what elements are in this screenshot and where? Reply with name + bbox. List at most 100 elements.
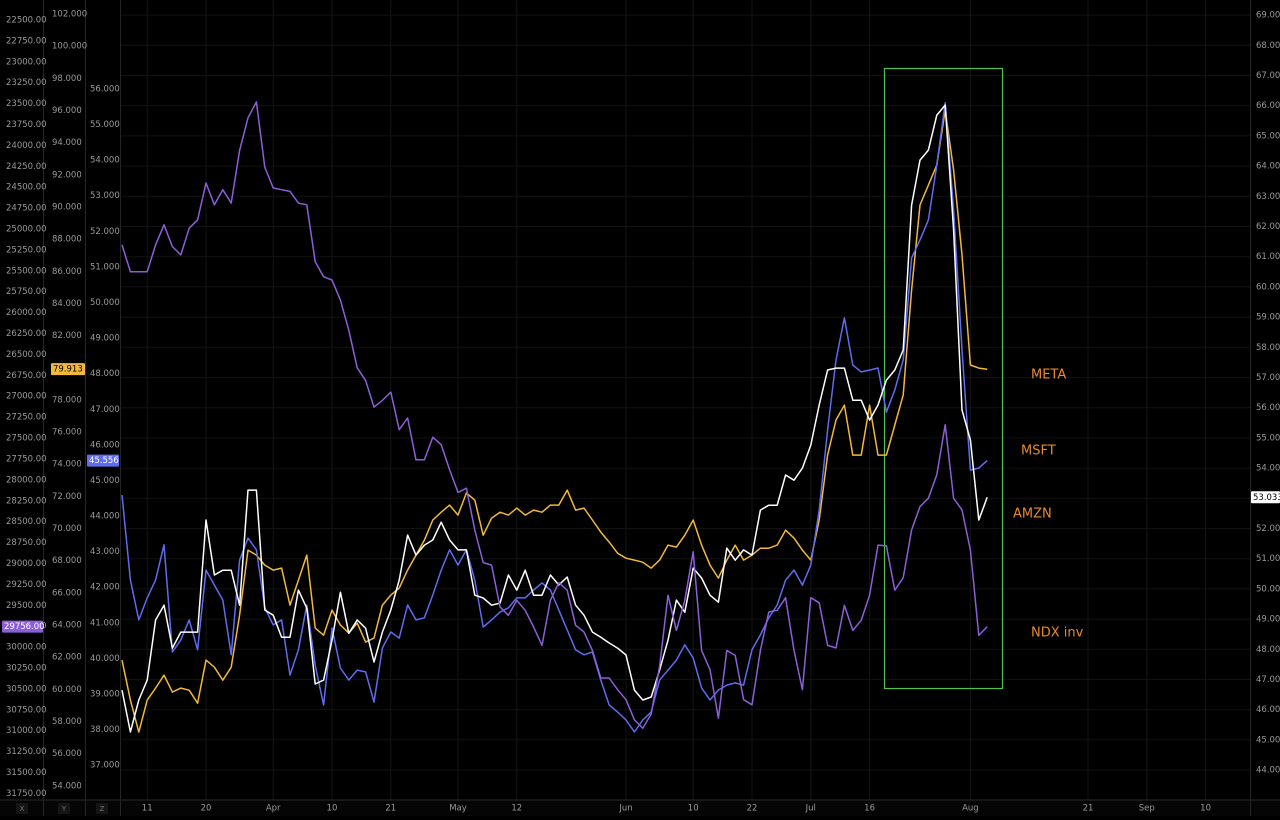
- y-tick-label: 59.000: [1256, 313, 1280, 323]
- grid: [120, 0, 1250, 800]
- x-tick-label: Jun: [618, 804, 632, 814]
- y-tick-label: 64.000: [52, 621, 82, 631]
- y-tick-label: 62.000: [52, 653, 82, 663]
- last-value-label: 29756.00: [4, 622, 45, 632]
- y-tick-label: 56.000: [90, 84, 120, 94]
- y-tick-label: 52.000: [90, 227, 120, 237]
- y-tick-label: 58.000: [1256, 343, 1280, 353]
- y-tick-label: 24000.00: [6, 141, 47, 151]
- axis-button-label[interactable]: X: [20, 805, 25, 813]
- y-tick-label: 82.000: [52, 331, 82, 341]
- y-tick-label: 56.000: [52, 749, 82, 759]
- x-tick-label: 16: [864, 804, 875, 814]
- x-tick-label: 10: [1200, 804, 1211, 814]
- axis-button[interactable]: [16, 803, 28, 814]
- last-value-badge: [2, 620, 43, 633]
- y-tick-label: 64.000: [1256, 162, 1280, 172]
- series-line: [121, 104, 988, 733]
- axis-button-label[interactable]: Y: [61, 805, 67, 813]
- y-tick-label: 28750.00: [6, 538, 47, 548]
- y-tick-label: 62.000: [1256, 222, 1280, 232]
- y-tick-label: 25000.00: [6, 225, 47, 235]
- y-tick-label: 84.000: [52, 299, 82, 309]
- axis-button[interactable]: [96, 803, 108, 814]
- x-tick-label: 21: [385, 804, 396, 814]
- y-tick-label: 51.000: [1256, 554, 1280, 564]
- y-tick-label: 38.000: [90, 725, 120, 735]
- y-tick-label: 31250.00: [6, 747, 47, 757]
- last-value-badge: [1251, 491, 1280, 504]
- y-tick-label: 49.000: [90, 334, 120, 344]
- last-value-label: 53.033: [1253, 493, 1280, 503]
- y-tick-label: 47.000: [1256, 675, 1280, 685]
- x-tick-label: Aug: [962, 804, 979, 814]
- x-tick-label: Apr: [266, 804, 281, 814]
- axis-button-label[interactable]: Z: [100, 805, 105, 813]
- y-tick-label: 29250.00: [6, 580, 47, 590]
- last-value-label: 45.556: [89, 456, 119, 466]
- y-tick-label: 49.000: [1256, 615, 1280, 625]
- y-tick-label: 94.000: [52, 138, 82, 148]
- y-tick-label: 66.000: [1256, 101, 1280, 111]
- y-tick-label: 45.000: [1256, 735, 1280, 745]
- y-tick-label: 58.000: [52, 717, 82, 727]
- y-tick-label: 26500.00: [6, 350, 47, 360]
- series-label: META: [1031, 368, 1066, 383]
- series-label: MSFT: [1021, 444, 1056, 459]
- y-tick-label: 27750.00: [6, 454, 47, 464]
- y-tick-label: 68.000: [1256, 41, 1280, 51]
- y-tick-label: 23750.00: [6, 120, 47, 130]
- y-tick-label: 30750.00: [6, 705, 47, 715]
- y-tick-label: 26250.00: [6, 329, 47, 339]
- y-tick-label: 25250.00: [6, 245, 47, 255]
- y-tick-label: 23250.00: [6, 78, 47, 88]
- x-tick-label: 12: [511, 804, 522, 814]
- y-tick-label: 98.000: [52, 74, 82, 84]
- y-tick-label: 63.000: [1256, 192, 1280, 202]
- y-tick-label: 102.000: [52, 9, 87, 19]
- y-tick-label: 40.000: [90, 654, 120, 664]
- y-tick-label: 22750.00: [6, 36, 47, 46]
- y-tick-label: 54.000: [90, 156, 120, 166]
- highlight-box: [883, 67, 1004, 690]
- y-tick-label: 28500.00: [6, 517, 47, 527]
- x-tick-label: Jul: [805, 804, 816, 814]
- y-tick-label: 28000.00: [6, 475, 47, 485]
- y-tick-label: 54.000: [52, 781, 82, 791]
- x-axis-strip: [0, 800, 1280, 816]
- y-tick-label: 57.000: [1256, 373, 1280, 383]
- y-tick-label: 23000.00: [6, 57, 47, 67]
- y-tick-label: 61.000: [1256, 252, 1280, 262]
- y-tick-label: 90.000: [52, 202, 82, 212]
- y-tick-label: 52.000: [1256, 524, 1280, 534]
- y-tick-label: 23500.00: [6, 99, 47, 109]
- y-tick-label: 24750.00: [6, 204, 47, 214]
- y-tick-label: 41.000: [90, 618, 120, 628]
- y-tick-label: 39.000: [90, 689, 120, 699]
- y-tick-label: 45.000: [90, 476, 120, 486]
- y-tick-label: 30000.00: [6, 643, 47, 653]
- y-tick-label: 50.000: [90, 298, 120, 308]
- y-tick-label: 37.000: [90, 761, 120, 771]
- axis-button[interactable]: [58, 803, 70, 814]
- y-tick-label: 29000.00: [6, 559, 47, 569]
- y-tick-label: 47.000: [90, 405, 120, 415]
- y-tick-label: 24250.00: [6, 162, 47, 172]
- y-tick-label: 46.000: [90, 440, 120, 450]
- y-tick-label: 86.000: [52, 267, 82, 277]
- y-tick-label: 25500.00: [6, 266, 47, 276]
- last-value-label: 79.913: [53, 365, 83, 375]
- y-tick-label: 24500.00: [6, 183, 47, 193]
- y-tick-label: 22500.00: [6, 15, 47, 25]
- last-value-badge: [51, 363, 85, 376]
- y-tick-label: 31500.00: [6, 768, 47, 778]
- x-tick-label: 11: [142, 804, 153, 814]
- y-tick-label: 60.000: [52, 685, 82, 695]
- y-tick-label: 51.000: [90, 262, 120, 272]
- y-tick-label: 44.000: [1256, 766, 1280, 776]
- x-tick-label: 20: [201, 804, 212, 814]
- y-tick-label: 25750.00: [6, 287, 47, 297]
- x-tick-label: May: [449, 804, 467, 814]
- y-tick-label: 29500.00: [6, 601, 47, 611]
- x-tick-label: 10: [688, 804, 699, 814]
